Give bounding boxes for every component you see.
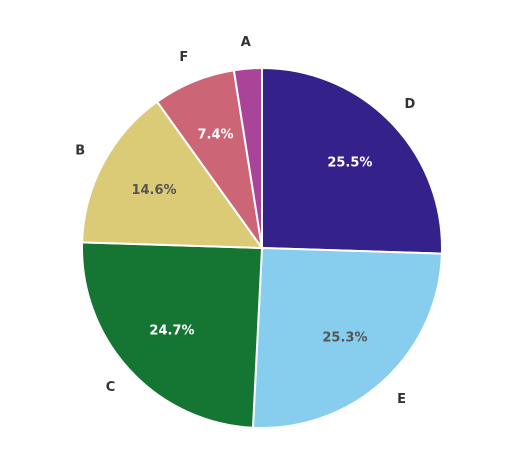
pie-slice-d bbox=[261, 66, 443, 255]
pie-slice-b bbox=[81, 100, 264, 250]
category-label-c: C bbox=[106, 380, 116, 395]
category-label-b: B bbox=[75, 144, 85, 159]
value-label-b: 14.6% bbox=[131, 183, 176, 198]
value-label-c: 24.7% bbox=[149, 323, 194, 338]
value-label-d: 25.5% bbox=[327, 155, 372, 170]
category-label-e: E bbox=[397, 392, 406, 407]
pie-slice-c bbox=[81, 241, 264, 429]
slices-layer bbox=[81, 66, 443, 429]
pie-slice-a bbox=[232, 66, 263, 249]
value-labels-layer: 25.5% 25.3% 24.7% 14.6% 7.4% bbox=[131, 127, 372, 345]
category-labels-layer: D E C B F A bbox=[75, 35, 415, 407]
category-label-f: F bbox=[179, 50, 188, 65]
category-label-d: D bbox=[405, 97, 416, 112]
category-label-a: A bbox=[241, 35, 251, 50]
value-label-f: 7.4% bbox=[197, 127, 233, 142]
value-label-e: 25.3% bbox=[322, 331, 367, 346]
pie-slice-e bbox=[251, 246, 443, 429]
